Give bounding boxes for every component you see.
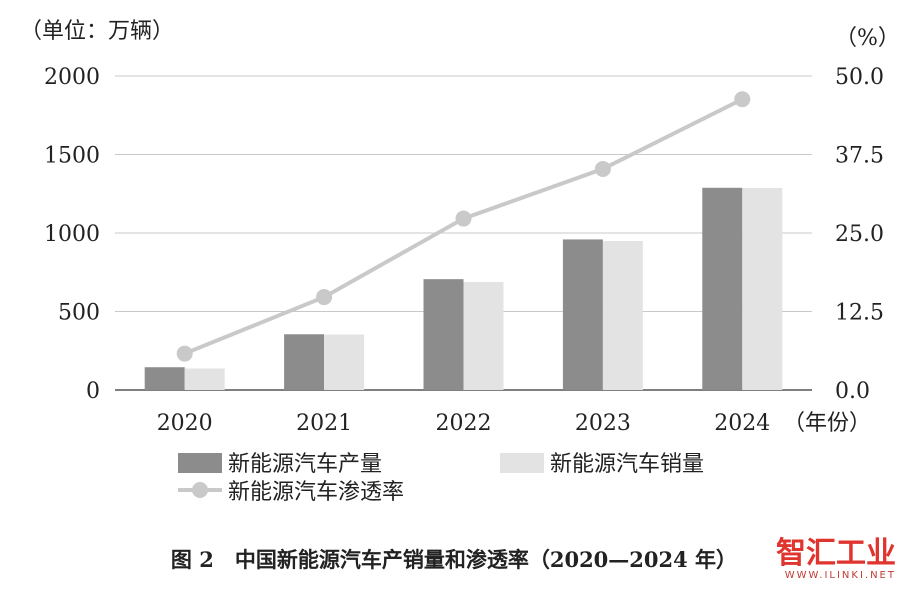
x-tick-label: 2024 [714, 411, 770, 436]
y-tick-label: 1000 [44, 222, 100, 247]
bar-sales [742, 187, 783, 390]
line-series [176, 91, 751, 362]
y2-tick-label: 0.0 [835, 379, 870, 404]
x-tick-label: 2021 [296, 411, 352, 436]
y-tick-label: 2000 [44, 65, 100, 90]
y2-tick-label: 12.5 [835, 301, 884, 326]
legend-label-penetration: 新能源汽车渗透率 [228, 480, 404, 505]
left-axis-ticks: 0 500 1000 1500 2000 [44, 65, 100, 404]
x-tick-label: 2022 [436, 411, 492, 436]
bar-production [423, 279, 464, 390]
right-axis-ticks: 0.0 12.5 25.0 37.5 50.0 [835, 65, 884, 404]
y-tick-label: 1500 [44, 144, 100, 169]
penetration-point [176, 345, 193, 362]
watermark: 智汇工业 WWW.ILINKI.NET [776, 536, 896, 582]
y2-tick-label: 37.5 [835, 144, 884, 169]
x-tick-label: 2023 [575, 411, 631, 436]
watermark-url: WWW.ILINKI.NET [784, 570, 896, 581]
bar-sales [602, 241, 643, 390]
watermark-logo: 智汇工业 [776, 536, 896, 571]
y2-tick-label: 25.0 [835, 222, 884, 247]
x-axis-unit: （年份） [783, 411, 871, 436]
penetration-point [455, 210, 472, 227]
legend-label-sales: 新能源汽车销量 [550, 452, 704, 477]
bar-series [144, 187, 783, 390]
chart-svg: 0 500 1000 1500 2000 0.0 12.5 25.0 37.5 50.0 202… [20, 19, 900, 505]
legend-swatch-sales [500, 453, 544, 473]
bar-production [144, 367, 185, 390]
bar-sales [324, 334, 365, 390]
y-tick-label: 500 [58, 301, 100, 326]
bar-sales [463, 281, 504, 390]
legend-swatch-production [178, 453, 222, 473]
y-tick-label: 0 [86, 379, 100, 404]
y2-tick-label: 50.0 [835, 65, 884, 90]
x-tick-label: 2020 [157, 411, 213, 436]
figure-caption: 图 2 中国新能源汽车产销量和渗透率（2020—2024 年） [170, 547, 738, 572]
legend: 新能源汽车产量 新能源汽车销量 新能源汽车渗透率 [178, 452, 704, 505]
penetration-point [316, 289, 333, 306]
penetration-point [734, 91, 751, 108]
legend-label-production: 新能源汽车产量 [228, 452, 382, 477]
bar-production [702, 187, 743, 390]
bar-production [284, 334, 325, 390]
right-axis-unit: （%） [835, 26, 900, 51]
left-axis-unit: （单位：万辆） [20, 19, 174, 44]
legend-marker-penetration [192, 482, 208, 498]
bar-sales [184, 368, 225, 390]
x-axis-ticks: 2020 2021 2022 2023 2024 [157, 411, 771, 436]
bar-production [562, 239, 603, 390]
penetration-point [594, 160, 611, 177]
